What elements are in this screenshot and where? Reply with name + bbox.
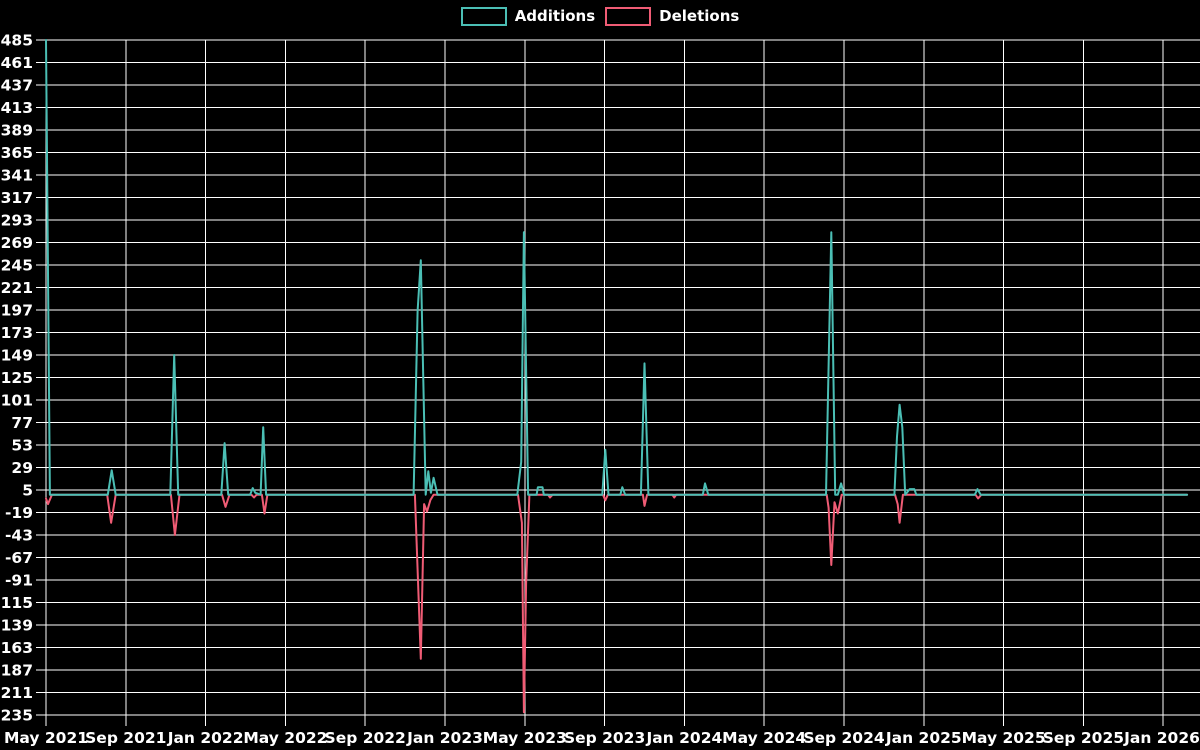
y-axis-tick-label: 221: [1, 279, 33, 297]
y-axis-tick-label: 269: [1, 234, 33, 252]
x-axis-tick-label: Jan 2022: [167, 729, 244, 747]
x-axis-tick-label: Jan 2024: [645, 729, 722, 747]
x-axis-tick-label: May 2021: [4, 729, 88, 747]
additions-line: [45, 39, 1189, 496]
y-axis-tick-label: 173: [1, 324, 33, 342]
y-axis-tick-label: 125: [1, 369, 33, 387]
y-axis-tick-label: 197: [1, 302, 33, 320]
y-axis-tick-label: -187: [0, 662, 33, 680]
y-axis-tick-label: -139: [0, 617, 33, 635]
y-axis-tick-label: 485: [1, 32, 33, 50]
y-axis-tick-label: 341: [1, 167, 33, 185]
axis-labels: 485 461 437 413 389 365 341 317 293 269 245 221 197 1…: [0, 32, 1200, 747]
x-axis-tick-label: May 2022: [243, 729, 327, 747]
x-axis-tick-label: Sep 2023: [564, 729, 645, 747]
x-axis-tick-label: Sep 2024: [803, 729, 885, 747]
x-axis-tick-label: Jan 2026: [1123, 729, 1200, 747]
y-axis-tick-label: 389: [1, 122, 33, 140]
y-axis-tick-label: -163: [0, 639, 33, 657]
legend-item-deletions[interactable]: Deletions: [605, 7, 739, 26]
additions-swatch-icon: [460, 7, 507, 26]
y-axis-tick-label: -19: [5, 504, 33, 522]
x-axis-tick-label: Sep 2025: [1043, 729, 1124, 747]
y-axis-tick-label: 53: [11, 437, 33, 455]
y-axis-tick-label: 77: [11, 414, 33, 432]
y-axis-tick-label: 365: [1, 144, 33, 162]
y-axis-tick-label: -211: [0, 684, 33, 702]
gridlines: [36, 39, 1200, 726]
legend-label-additions: Additions: [514, 7, 596, 25]
y-axis-tick-label: 5: [22, 482, 33, 500]
y-axis-tick-label: 461: [1, 54, 33, 72]
y-axis-tick-label: 317: [1, 189, 33, 207]
y-axis-tick-label: 293: [1, 212, 33, 230]
y-axis-tick-label: 437: [1, 77, 33, 95]
x-axis-tick-label: Jan 2025: [885, 729, 962, 747]
legend-item-additions[interactable]: Additions: [460, 7, 596, 26]
x-axis-tick-label: Jan 2023: [406, 729, 483, 747]
x-axis-tick-label: Sep 2021: [85, 729, 166, 747]
y-axis-tick-label: -67: [5, 549, 33, 567]
x-axis-tick-label: May 2023: [483, 729, 567, 747]
y-axis-tick-label: 245: [1, 257, 33, 275]
y-axis-tick-label: 413: [1, 99, 33, 117]
deletions-swatch-icon: [605, 7, 652, 26]
x-axis-tick-label: Sep 2022: [325, 729, 406, 747]
y-axis-tick-label: 149: [1, 347, 33, 365]
y-axis-tick-label: -91: [5, 572, 33, 590]
x-axis-tick-label: May 2024: [722, 729, 806, 747]
deletions-line: [45, 493, 1189, 714]
y-axis-tick-label: -235: [0, 707, 33, 725]
y-axis-tick-label: -43: [5, 527, 33, 545]
legend-label-deletions: Deletions: [659, 7, 740, 25]
x-axis-tick-label: May 2025: [962, 729, 1046, 747]
y-axis-tick-label: -115: [0, 594, 33, 612]
chart-legend: Additions Deletions: [0, 7, 1200, 26]
y-axis-tick-label: 29: [11, 459, 33, 477]
y-axis-tick-label: 101: [1, 392, 33, 410]
